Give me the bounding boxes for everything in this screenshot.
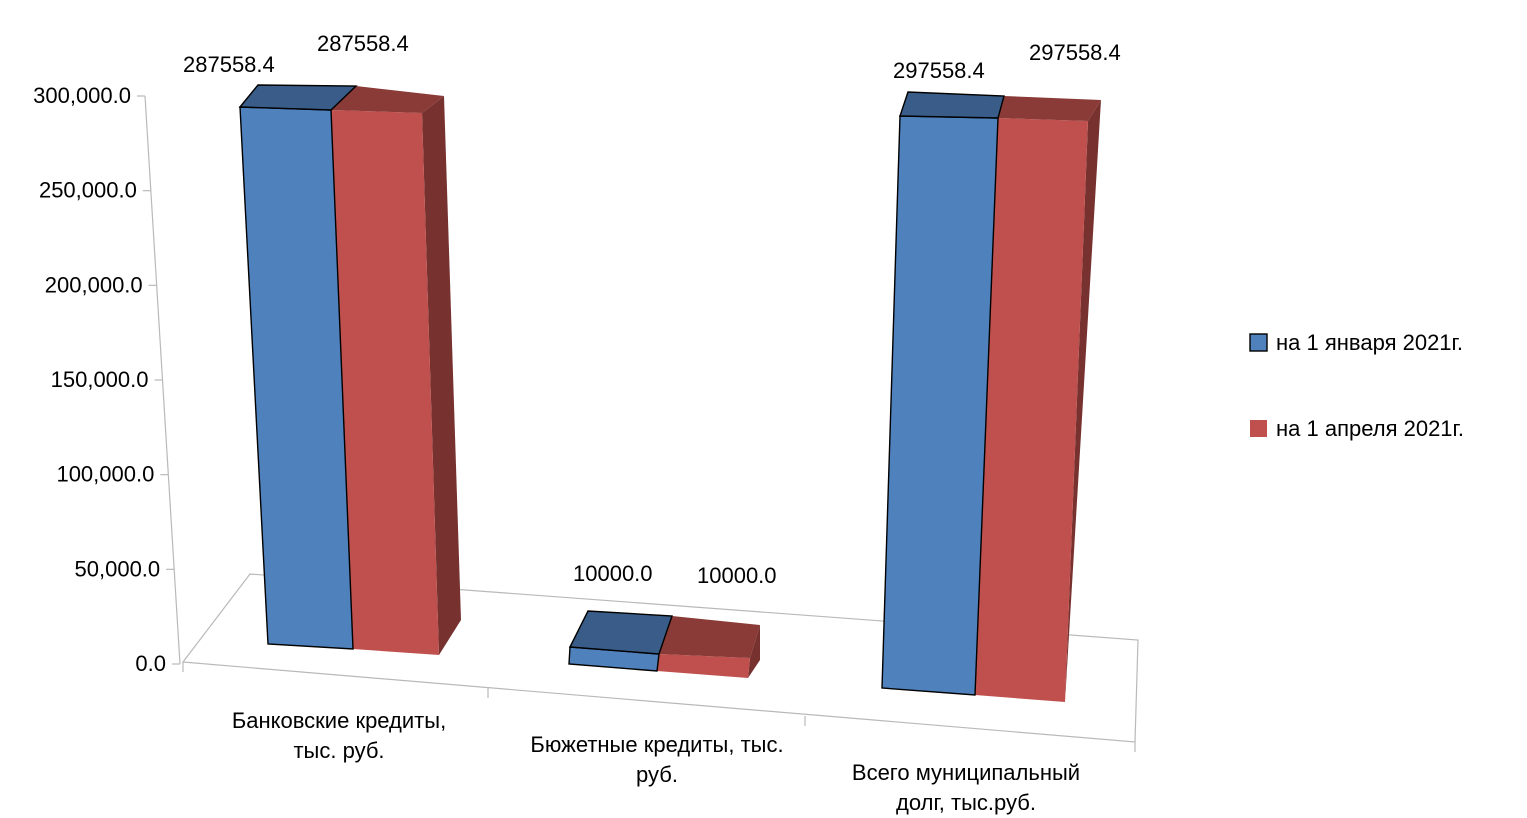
category-label-0: тыс. руб.: [293, 738, 384, 763]
bar-0-s1: [331, 110, 439, 655]
category-label-2: долг, тыс.руб.: [896, 790, 1036, 815]
data-label-1-s0: 10000.0: [573, 561, 653, 586]
value-axis-tick-label: 250,000.0: [39, 178, 137, 203]
data-label-0-s0: 287558.4: [183, 52, 275, 77]
category-axis: Банковские кредиты, тыс. руб. Бюжетные кре…: [182, 662, 1136, 815]
bar-side-1-s1: [748, 625, 760, 678]
value-axis: 0.0 50,000.0 100,000.0 150,000.0 200,000.0 25…: [33, 83, 181, 676]
value-axis-tick-label: 100,000.0: [56, 462, 154, 487]
data-label-2-s1: 297558.4: [1029, 40, 1121, 65]
bar-top-2-s1: [998, 96, 1101, 121]
value-axis-tick-label: 0.0: [135, 651, 166, 676]
data-label-0-s1: 287558.4: [317, 31, 409, 56]
legend-swatch-0: [1249, 333, 1268, 352]
chart-floor-plane: [181, 573, 1139, 743]
legend-label-1: на 1 апреля 2021г.: [1276, 416, 1464, 441]
value-axis-tick-label: 200,000.0: [45, 272, 143, 297]
legend-label-0: на 1 января 2021г.: [1276, 330, 1463, 355]
value-axis-tick-label: 300,000.0: [33, 83, 131, 108]
legend-swatch-1: [1250, 420, 1267, 437]
bar-top-1-s0: [568, 610, 673, 655]
data-label-2-s0: 297558.4: [893, 58, 985, 83]
bars: [238, 84, 1101, 702]
bar-top-2-s0: [899, 91, 1005, 119]
value-axis-tick-label: 150,000.0: [51, 367, 149, 392]
category-label-2: Всего муниципальный: [852, 760, 1080, 785]
bar-side-0-s1: [422, 96, 461, 655]
data-labels: 287558.4 287558.4 10000.0 10000.0 297558.4 29…: [183, 31, 1121, 588]
data-label-1-s1: 10000.0: [697, 563, 777, 588]
bar-top-0-s0: [238, 84, 358, 111]
category-label-0: Банковские кредиты,: [232, 708, 446, 733]
chart-floor: [181, 573, 1139, 743]
legend: на 1 января 2021г. на 1 апреля 2021г.: [1249, 330, 1464, 441]
bar-2-s1: [975, 118, 1088, 702]
bar-1-s1: [657, 654, 750, 678]
bar-top-0-s1: [331, 86, 444, 113]
bar-top-1-s1: [659, 616, 760, 658]
category-label-1: Бюжетные кредиты, тыс.: [530, 732, 783, 757]
value-axis-tick-label: 50,000.0: [75, 556, 161, 581]
category-label-1: руб.: [636, 762, 678, 787]
